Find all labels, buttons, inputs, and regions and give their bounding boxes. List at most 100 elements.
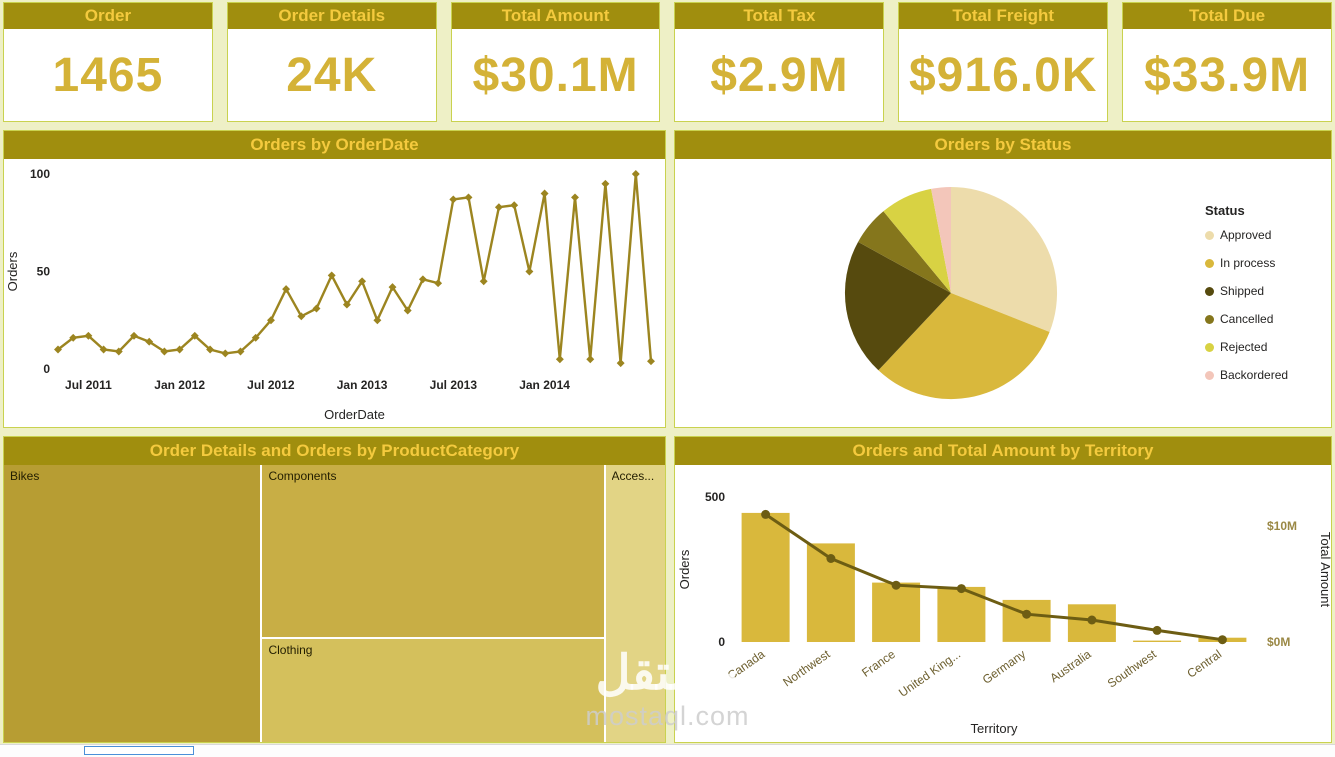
kpi-card-value: 1465: [52, 48, 164, 102]
legend-item-shipped[interactable]: Shipped: [1205, 284, 1321, 298]
line-marker[interactable]: [601, 179, 610, 188]
treemap-node-label: Bikes: [10, 469, 40, 483]
svg-text:Canada: Canada: [725, 647, 768, 683]
svg-text:United King...: United King...: [896, 647, 963, 700]
line-marker-canada[interactable]: [761, 509, 771, 519]
panel-title-orders-by-orderdate: Orders by OrderDate: [4, 131, 665, 159]
line-marker[interactable]: [403, 306, 412, 315]
svg-text:France: France: [859, 647, 898, 680]
line-marker-southwest[interactable]: [1152, 625, 1162, 635]
line-marker[interactable]: [175, 345, 184, 354]
panel-territory: Orders and Total Amount by Territory 500…: [674, 436, 1332, 743]
line-marker[interactable]: [221, 349, 230, 358]
line-marker[interactable]: [267, 316, 275, 325]
line-marker[interactable]: [373, 316, 382, 325]
line-marker[interactable]: [479, 277, 488, 286]
kpi-card-order-details: Order Details 24K: [226, 2, 437, 122]
kpi-card-value: $2.9M: [710, 48, 849, 102]
total-amount-line[interactable]: [764, 513, 1223, 642]
line-marker[interactable]: [464, 193, 473, 202]
legend-item-in-process[interactable]: In process: [1205, 256, 1321, 270]
product-category-treemap: Bikes Components Clothing Acces...: [4, 465, 665, 742]
legend-swatch-rejected: [1205, 342, 1214, 352]
orders-by-status-pie-chart[interactable]: [675, 159, 1331, 427]
svg-text:50: 50: [37, 265, 51, 279]
svg-text:OrderDate: OrderDate: [324, 407, 385, 422]
pie-slice-shipped[interactable]: [844, 241, 951, 371]
territory-bar-southwest[interactable]: [1133, 640, 1182, 642]
line-marker[interactable]: [631, 170, 640, 178]
treemap-middle-column: Components Clothing: [262, 465, 604, 742]
line-marker[interactable]: [206, 345, 215, 354]
treemap-node-components[interactable]: Components: [262, 465, 604, 637]
legend-swatch-approved: [1205, 230, 1214, 240]
line-marker[interactable]: [236, 347, 245, 356]
line-marker-northwest[interactable]: [826, 554, 836, 563]
territory-bar-france[interactable]: [872, 582, 921, 642]
line-marker[interactable]: [114, 347, 123, 356]
line-marker-united-king[interactable]: [956, 584, 966, 594]
pie-slice-cancelled[interactable]: [858, 211, 951, 293]
svg-text:Central: Central: [1184, 647, 1224, 681]
line-marker[interactable]: [494, 203, 503, 212]
line-marker[interactable]: [190, 331, 199, 340]
line-marker[interactable]: [99, 345, 108, 354]
pie-slice-backordered[interactable]: [931, 187, 951, 293]
line-marker[interactable]: [647, 357, 655, 366]
line-marker[interactable]: [586, 355, 595, 364]
kpi-card-total-amount: Total Amount $30.1M: [450, 2, 661, 122]
kpi-card-title: Total Due: [1123, 3, 1331, 29]
line-marker[interactable]: [160, 347, 169, 356]
line-marker[interactable]: [540, 189, 549, 198]
line-marker-central[interactable]: [1217, 635, 1227, 645]
territory-bar-canada[interactable]: [741, 512, 790, 642]
legend-item-approved[interactable]: Approved: [1205, 228, 1321, 242]
line-marker[interactable]: [510, 201, 519, 210]
line-marker[interactable]: [555, 355, 564, 364]
line-marker[interactable]: [571, 193, 579, 202]
pie-slice-rejected[interactable]: [883, 188, 951, 293]
svg-text:Southwest: Southwest: [1105, 647, 1159, 691]
svg-text:Total Amount: Total Amount: [1318, 532, 1331, 608]
line-marker[interactable]: [616, 359, 625, 368]
territory-combo-chart[interactable]: 500 0 $0M $10M Canada Northwest France United K…: [675, 465, 1331, 742]
line-marker[interactable]: [342, 300, 351, 309]
pie-slice-in-process[interactable]: [878, 293, 1050, 400]
legend-item-cancelled[interactable]: Cancelled: [1205, 312, 1321, 326]
line-marker[interactable]: [434, 279, 443, 288]
page-tab[interactable]: [84, 746, 194, 755]
line-marker[interactable]: [251, 333, 260, 342]
legend-item-rejected[interactable]: Rejected: [1205, 340, 1321, 354]
kpi-card-title: Total Tax: [675, 3, 884, 29]
svg-text:Jul 2013: Jul 2013: [430, 378, 478, 392]
svg-text:Jan 2013: Jan 2013: [337, 378, 388, 392]
panel-product-category: Order Details and Orders by ProductCateg…: [3, 436, 666, 743]
panel-orders-by-orderdate: Orders by OrderDate 100 50 0 Jul 2011 Jan 20…: [3, 130, 666, 428]
legend-label: Backordered: [1220, 368, 1289, 382]
line-marker-france[interactable]: [891, 580, 901, 590]
legend-label: Cancelled: [1220, 312, 1274, 326]
line-marker[interactable]: [418, 275, 427, 284]
svg-text:500: 500: [705, 490, 725, 504]
orders-line[interactable]: [57, 173, 653, 364]
line-marker-australia[interactable]: [1087, 615, 1097, 625]
svg-text:Jan 2012: Jan 2012: [154, 378, 205, 392]
svg-text:Jan 2014: Jan 2014: [519, 378, 570, 392]
treemap-node-clothing[interactable]: Clothing: [262, 638, 604, 742]
legend-swatch-backordered: [1205, 370, 1214, 380]
kpi-card-total-due: Total Due $33.9M: [1122, 2, 1332, 122]
line-marker[interactable]: [54, 345, 62, 354]
line-marker[interactable]: [145, 337, 154, 346]
line-marker[interactable]: [312, 304, 321, 313]
line-marker[interactable]: [358, 277, 367, 286]
line-marker[interactable]: [449, 195, 458, 204]
line-marker[interactable]: [525, 267, 534, 276]
legend-item-backordered[interactable]: Backordered: [1205, 368, 1321, 382]
kpi-card-value: $33.9M: [1144, 48, 1311, 102]
treemap-node-bikes[interactable]: Bikes: [4, 465, 261, 742]
pie-slice-approved[interactable]: [951, 187, 1058, 332]
line-marker-germany[interactable]: [1022, 609, 1032, 619]
treemap-node-accessories[interactable]: Acces...: [605, 465, 665, 742]
svg-text:Orders: Orders: [677, 549, 692, 589]
orders-by-orderdate-chart[interactable]: 100 50 0 Jul 2011 Jan 2012 Jul 2012 Jan 2013 Ju…: [4, 159, 665, 427]
